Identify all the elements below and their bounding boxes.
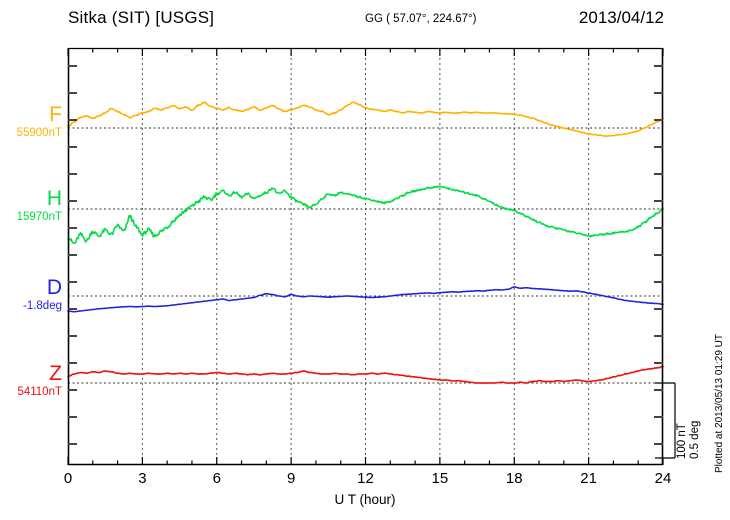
component-label-z: Z 54110nT — [0, 363, 62, 399]
component-baseline-z: 54110nT — [17, 386, 62, 398]
amplitude-scale-bar — [655, 382, 676, 459]
axis-ticks — [67, 48, 664, 465]
component-baseline-h: 15970nT — [16, 211, 62, 223]
geographic-coordinates: GG ( 57.07°, 224.67°) — [365, 13, 477, 25]
component-label-h: H 15970nT — [0, 188, 62, 224]
observation-date: 2013/04/12 — [578, 8, 664, 27]
x-tick-24: 24 — [654, 470, 672, 487]
plotted-at-credit: Plotted at 2013/05/13 01:29 UT — [714, 334, 725, 473]
x-tick-15: 15 — [431, 470, 449, 487]
x-tick-6: 6 — [212, 470, 221, 487]
component-letter-h: H — [46, 187, 62, 210]
component-label-f: F 55900nT — [0, 104, 62, 140]
x-tick-9: 9 — [286, 470, 296, 487]
component-baseline-d: -1.8deg — [22, 300, 62, 312]
x-tick-3: 3 — [138, 470, 147, 487]
scale-bar-deg: 0.5 deg — [689, 420, 701, 459]
component-letter-d: D — [46, 276, 62, 299]
component-baseline-f: 55900nT — [16, 127, 62, 139]
x-tick-12: 12 — [357, 470, 374, 487]
component-traces — [67, 101, 664, 385]
component-letter-z: Z — [49, 362, 62, 385]
x-tick-18: 18 — [505, 470, 523, 487]
scale-bar-nt: 100 nT — [676, 423, 688, 459]
axis-frame — [67, 47, 664, 466]
magnetogram-plot — [67, 47, 676, 466]
x-tick-21: 21 — [580, 470, 597, 487]
station-title: Sitka (SIT) [USGS] — [68, 8, 215, 27]
component-label-d: D -1.8deg — [0, 277, 62, 313]
x-axis-title: U T (hour) — [334, 492, 396, 507]
vertical-gridlines — [141, 48, 590, 465]
scale-bar-label: 100 nT 0.5 deg — [676, 383, 702, 459]
component-letter-f: F — [49, 103, 62, 126]
plot-area — [67, 47, 676, 466]
x-tick-0: 0 — [63, 470, 73, 487]
